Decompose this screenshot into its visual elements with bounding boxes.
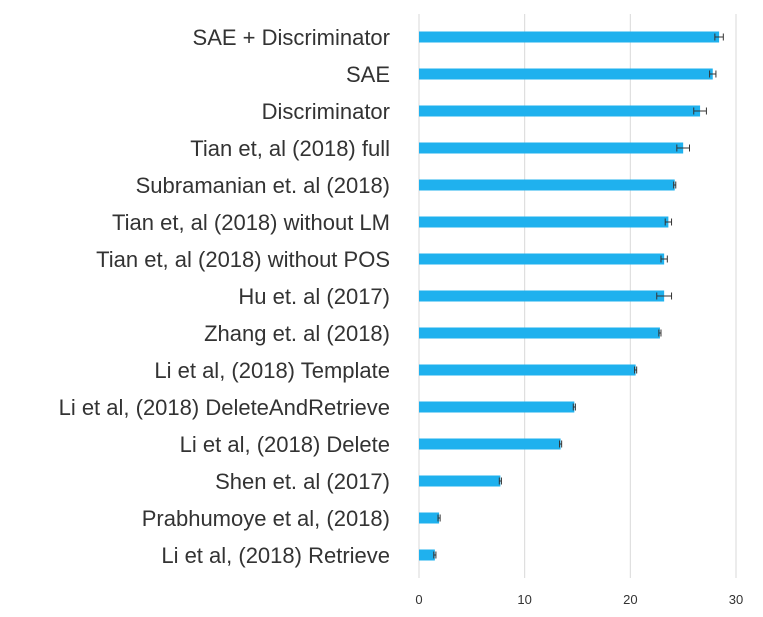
error-bar (664, 218, 673, 226)
bar (419, 31, 720, 43)
category-labels: SAE + Discriminator SAE Discriminator Tian … (59, 25, 390, 568)
category-label: Li et al, (2018) DeleteAndRetrieve (59, 395, 390, 420)
category-label: Tian et, al (2018) without LM (112, 210, 390, 235)
x-tick-label: 30 (729, 592, 743, 607)
error-bar (658, 329, 662, 337)
error-bar (693, 107, 707, 115)
category-label: Subramanian et. al (2018) (136, 173, 390, 198)
error-bar (498, 477, 502, 485)
category-label: Prabhumoye et al, (2018) (142, 506, 390, 531)
bar (419, 68, 713, 80)
category-label: Li et al, (2018) Delete (180, 432, 390, 457)
error-bar (676, 144, 691, 152)
error-bar (660, 255, 668, 263)
bar (419, 142, 684, 154)
x-tick-label: 10 (517, 592, 531, 607)
category-label: SAE + Discriminator (193, 25, 390, 50)
bar (419, 290, 665, 302)
error-bar (572, 403, 576, 411)
category-label: Tian et, al (2018) without POS (96, 247, 390, 272)
error-bar (433, 551, 437, 559)
bar (419, 327, 660, 339)
bar (419, 512, 440, 524)
bars (419, 31, 720, 561)
error-bar (714, 33, 724, 41)
error-bar (437, 514, 441, 522)
bar (419, 105, 701, 117)
category-label: Tian et, al (2018) full (190, 136, 390, 161)
error-bar (673, 181, 677, 189)
bar (419, 253, 665, 265)
category-label: Shen et. al (2017) (215, 469, 390, 494)
error-bar (656, 292, 673, 300)
category-label: Li et al, (2018) Retrieve (161, 543, 390, 568)
category-label: Zhang et. al (2018) (204, 321, 390, 346)
category-label: SAE (346, 62, 390, 87)
error-bar (634, 366, 638, 374)
error-bar (709, 70, 717, 78)
bar (419, 179, 675, 191)
bar (419, 401, 575, 413)
bar (419, 216, 669, 228)
x-tick-label: 20 (623, 592, 637, 607)
bar (419, 364, 636, 376)
category-label: Li et al, (2018) Template (154, 358, 390, 383)
x-tick-label: 0 (415, 592, 422, 607)
bar (419, 549, 435, 561)
bar (419, 438, 561, 450)
category-label: Hu et. al (2017) (238, 284, 390, 309)
category-label: Discriminator (262, 99, 390, 124)
error-bar (559, 440, 563, 448)
x-tick-labels: 0 10 20 30 (415, 592, 743, 607)
error-bars (433, 33, 724, 559)
bar (419, 475, 501, 487)
